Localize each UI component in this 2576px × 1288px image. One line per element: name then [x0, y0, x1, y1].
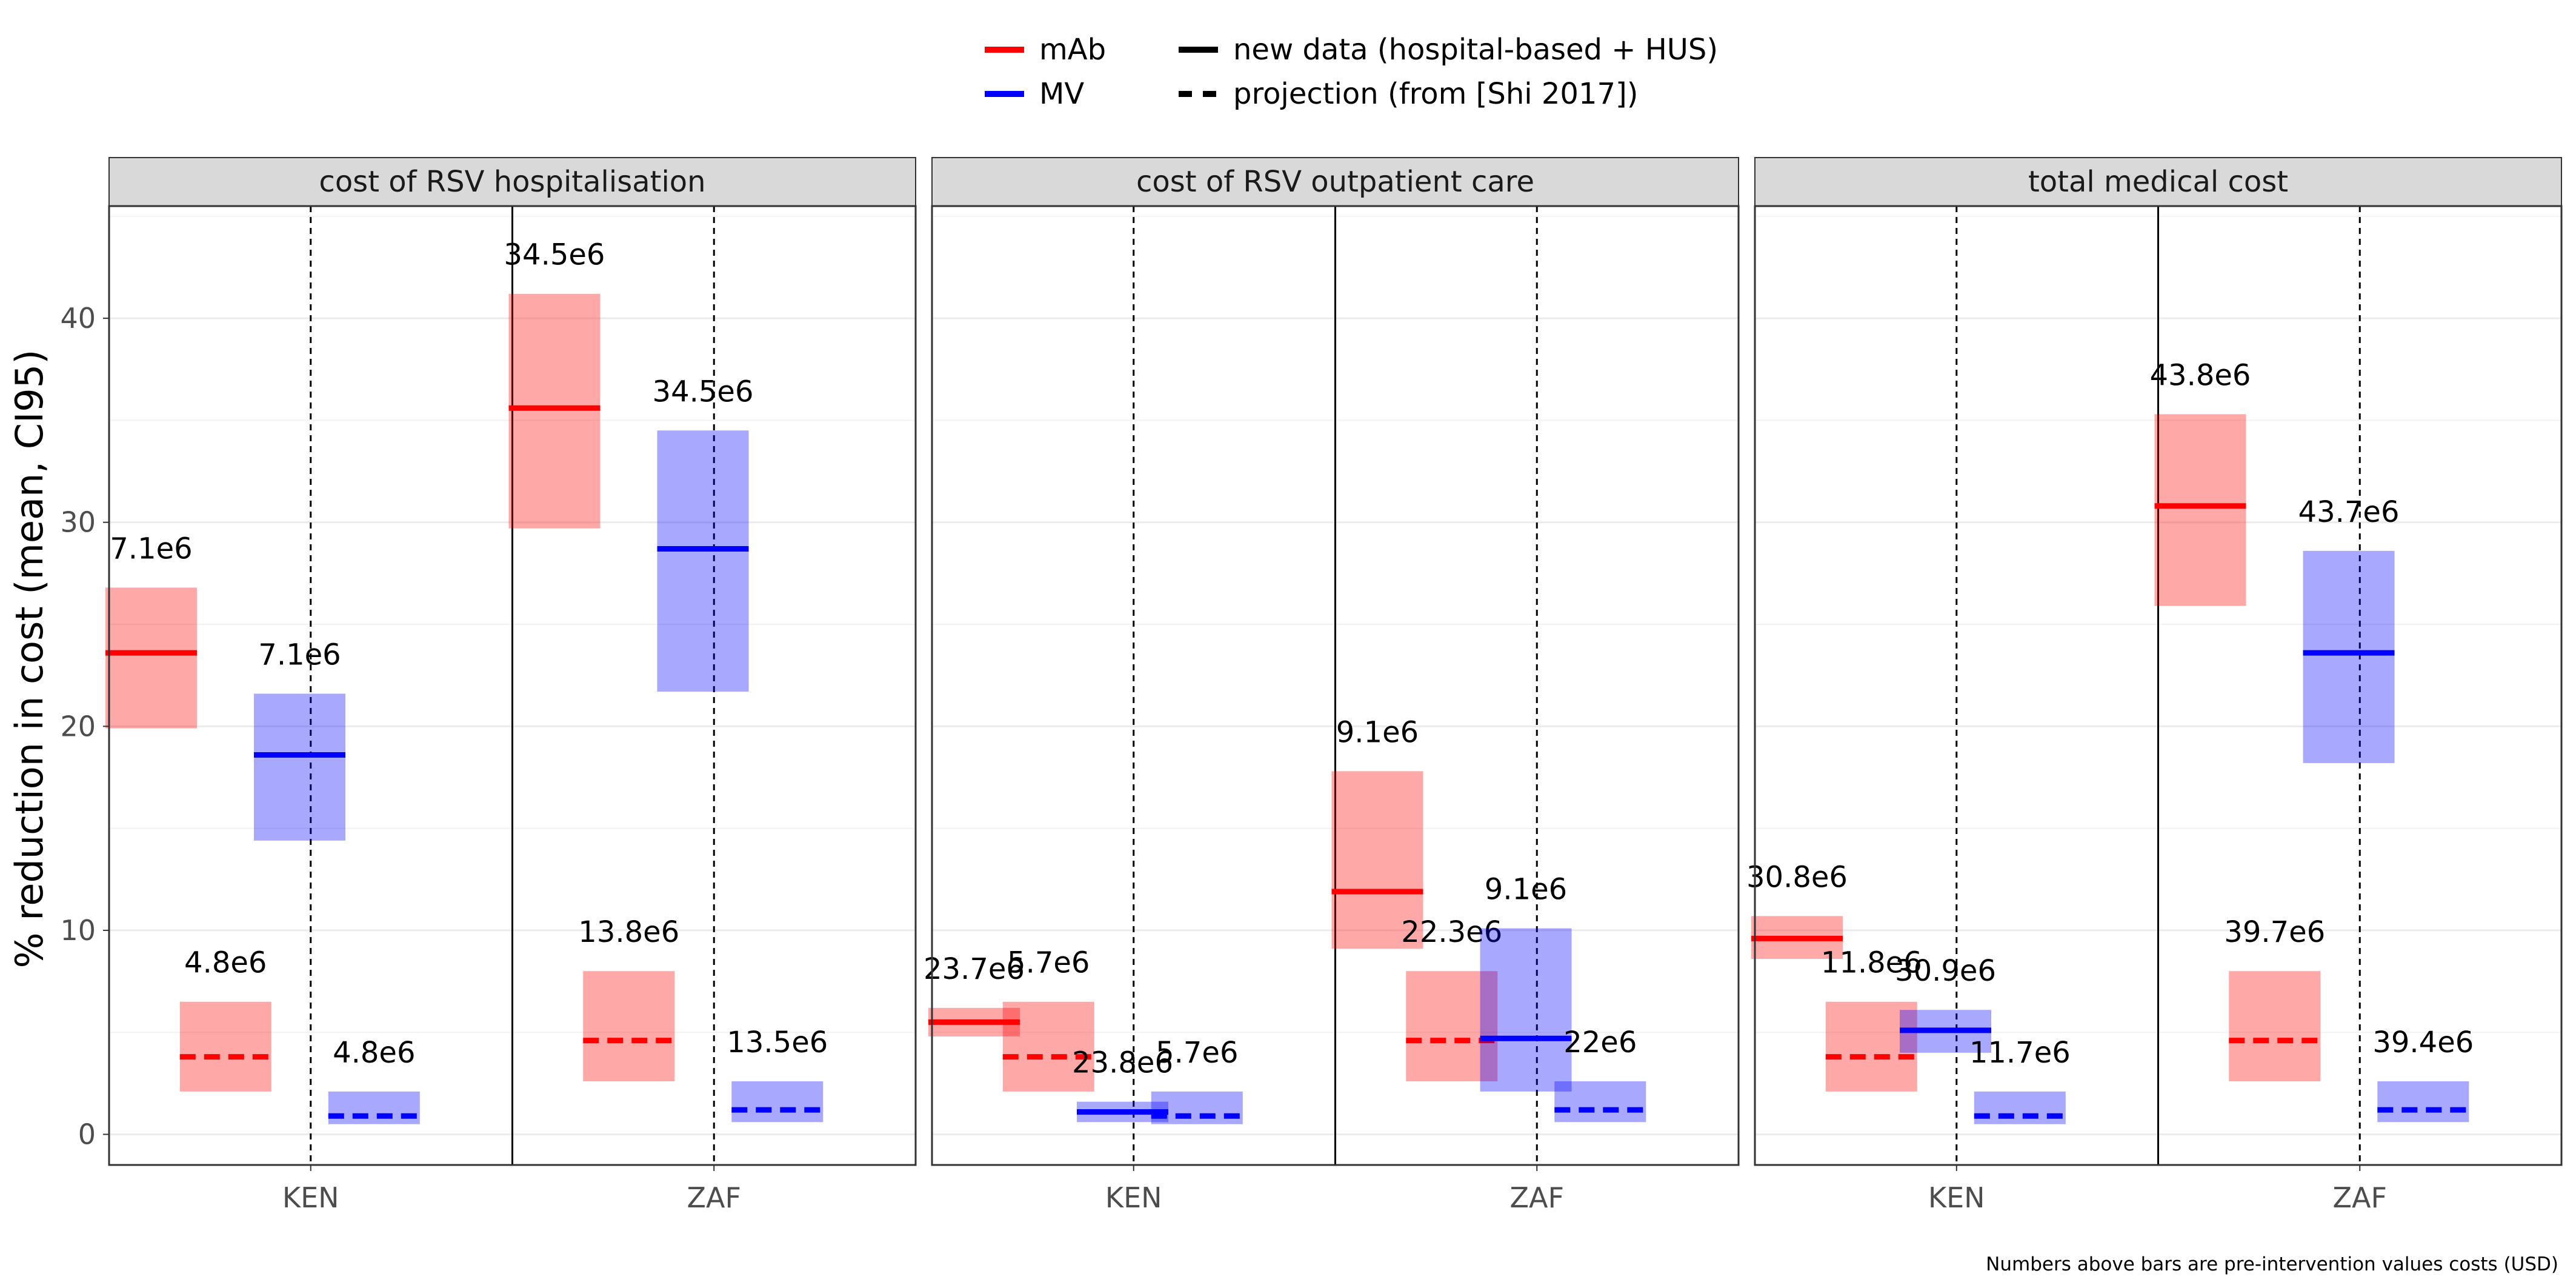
bar-value-label: 43.7e6	[2298, 495, 2400, 529]
ci-bar-mAb-new	[1331, 771, 1423, 949]
x-tick-label: ZAF	[687, 1181, 741, 1214]
ci-bar-MV-projection	[328, 1091, 420, 1124]
caption: Numbers above bars are pre-intervention …	[1986, 1253, 2558, 1275]
ci-bar-MV-projection	[2377, 1081, 2469, 1123]
bar-value-label: 5.7e6	[1007, 946, 1090, 980]
panel-border	[108, 205, 917, 1166]
panels: cost of RSV hospitalisation KEN 7.1e6 4.8e6…	[105, 157, 2563, 1214]
legend-label-projection: projection (from [Shi 2017])	[1233, 77, 1638, 111]
bar-value-label: 11.7e6	[1969, 1036, 2071, 1070]
panel-strip	[931, 157, 1739, 207]
bar-value-label: 43.8e6	[2150, 358, 2251, 392]
bar-value-label: 34.5e6	[653, 375, 754, 409]
ci-bar-mAb-projection	[583, 971, 675, 1081]
ci-bar-MV-new	[657, 430, 749, 692]
ci-bar-mAb-new	[105, 587, 197, 729]
legend-label-mAb: mAb	[1039, 33, 1106, 67]
bar-value-label: 30.8e6	[1746, 860, 1848, 894]
bar-value-label: 11.8e6	[1821, 946, 1922, 980]
ci-bar-MV-projection	[731, 1081, 824, 1123]
bar-value-label: 7.1e6	[258, 638, 341, 672]
ci-bar-MV-new	[2303, 550, 2395, 763]
ci-bar-MV-projection	[1554, 1081, 1646, 1123]
legend-label-MV: MV	[1039, 77, 1084, 111]
bar-value-label: 22.3e6	[1401, 915, 1502, 949]
ci-bar-MV-projection	[1151, 1091, 1243, 1124]
y-tick-label: 20	[60, 710, 96, 742]
bar-value-label: 9.1e6	[1336, 715, 1419, 749]
panel-1: cost of RSV hospitalisation KEN 7.1e6 4.8e6…	[105, 157, 917, 1214]
x-tick-label: ZAF	[2333, 1181, 2387, 1214]
bar-value-label: 13.8e6	[578, 915, 679, 949]
y-tick-label: 40	[60, 302, 96, 335]
bar-value-label: 23.8e6	[1072, 1046, 1173, 1080]
bar-value-label: 4.8e6	[333, 1036, 415, 1070]
panel-strip	[1754, 157, 2562, 207]
x-tick-label: KEN	[1105, 1181, 1162, 1214]
bar-value-label: 13.5e6	[727, 1026, 828, 1059]
panel-strip	[108, 157, 916, 207]
legend: mAb MV new data (hospital-based + HUS) p…	[985, 33, 1718, 111]
bar-value-label: 9.1e6	[1485, 873, 1567, 907]
panel-2: cost of RSV outpatient careKEN23.7e65.7e…	[924, 157, 1740, 1214]
y-tick-label: 0	[78, 1118, 96, 1151]
legend-label-new-data: new data (hospital-based + HUS)	[1233, 33, 1718, 67]
panel-title: cost of RSV outpatient care	[1136, 165, 1534, 199]
panel-title: total medical cost	[2028, 165, 2288, 199]
x-tick-label: KEN	[1928, 1181, 1985, 1214]
x-tick-label: ZAF	[1510, 1181, 1564, 1214]
ci-bar-mAb-projection	[1002, 1001, 1094, 1092]
ci-bar-mAb-projection	[1825, 1001, 1917, 1092]
bar-value-label: 4.8e6	[184, 946, 267, 980]
y-tick-label: 10	[60, 914, 96, 947]
panel-border	[931, 205, 1740, 1166]
x-tick-label: KEN	[282, 1181, 339, 1214]
ci-bar-mAb-projection	[2229, 971, 2321, 1081]
ci-bar-mAb-new	[2154, 414, 2246, 606]
bar-value-label: 39.7e6	[2224, 915, 2325, 949]
panel-border	[1754, 205, 2563, 1166]
bar-value-label: 5.7e6	[1156, 1036, 1238, 1070]
ci-bar-MV-new	[1480, 928, 1572, 1092]
bar-value-label: 7.1e6	[110, 532, 192, 566]
y-axis-label: % reduction in cost (mean, CI95)	[7, 350, 52, 969]
bar-value-label: 34.5e6	[504, 238, 605, 272]
ci-bar-MV-projection	[1974, 1091, 2066, 1124]
ci-bar-mAb-projection	[179, 1001, 271, 1092]
bar-value-label: 22e6	[1563, 1026, 1637, 1059]
ci-bar-MV-new	[254, 693, 346, 841]
y-axis: 0 10 20 30 40	[60, 302, 109, 1151]
bar-value-label: 39.4e6	[2372, 1026, 2474, 1059]
panel-title: cost of RSV hospitalisation	[319, 165, 705, 199]
bar-value-label: 23.7e6	[924, 952, 1025, 986]
y-tick-label: 30	[60, 506, 96, 539]
ci-bar-mAb-projection	[1406, 971, 1498, 1081]
bar-value-label: 30.9e6	[1895, 954, 1996, 988]
ci-bar-mAb-new	[508, 293, 601, 529]
